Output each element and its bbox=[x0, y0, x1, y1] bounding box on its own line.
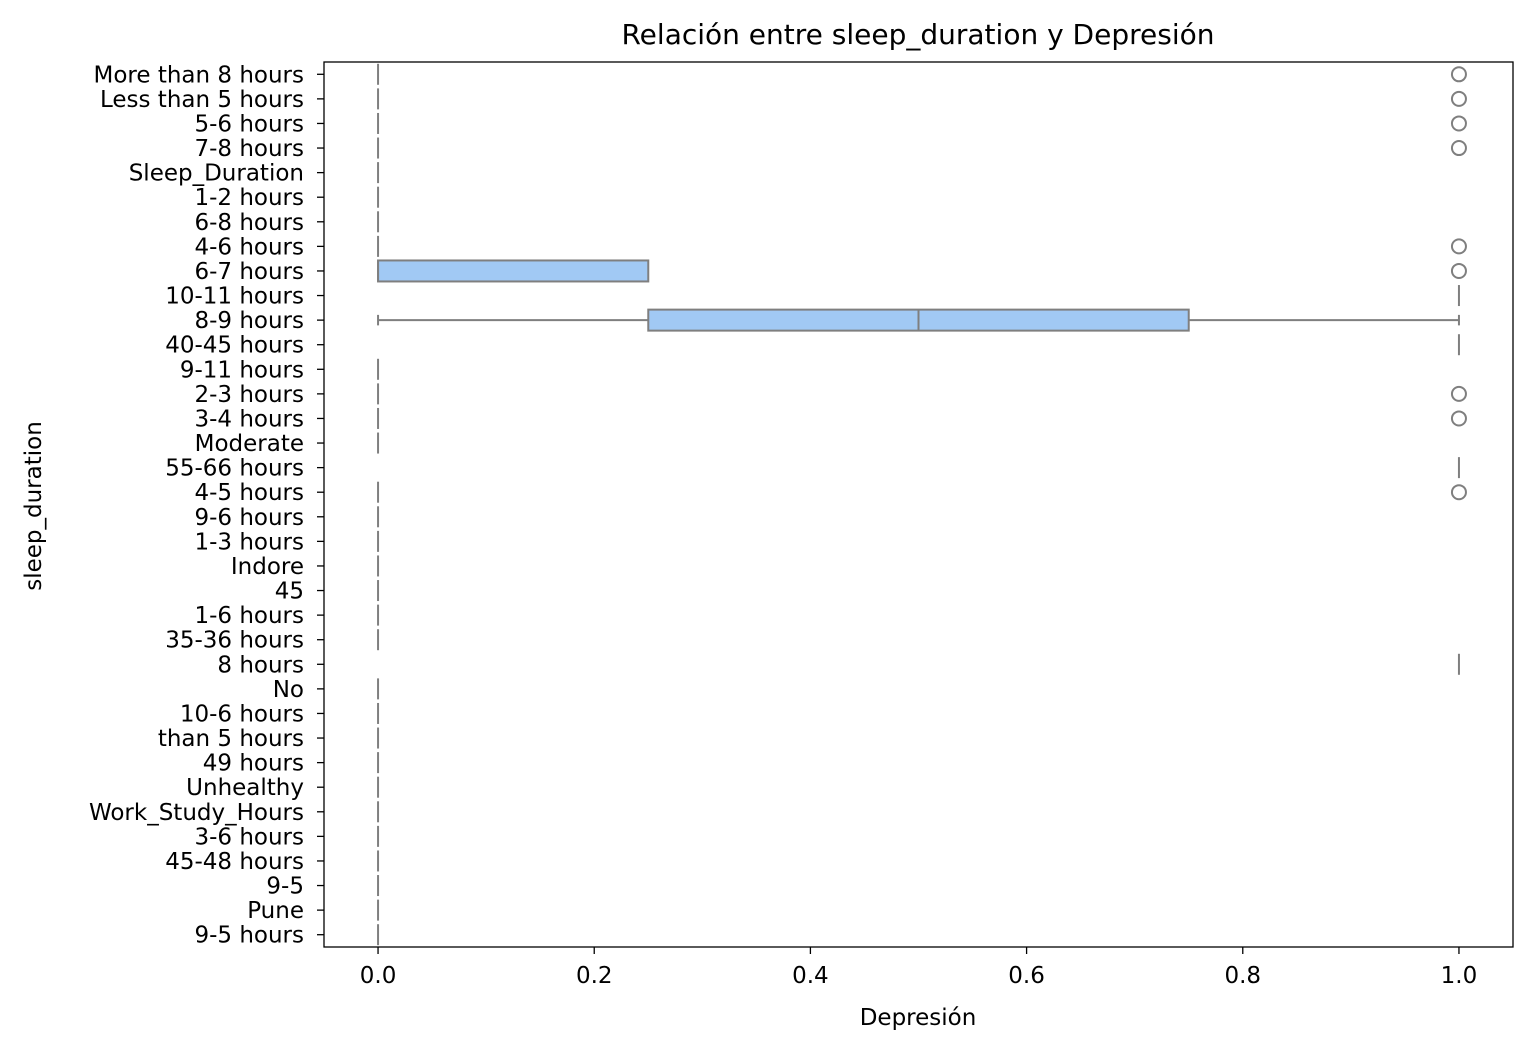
x-tick-label: 0.8 bbox=[1224, 963, 1261, 989]
x-tick-label: 0.6 bbox=[1008, 963, 1045, 989]
y-tick-label: 10-11 hours bbox=[165, 284, 304, 310]
x-tick-label: 1.0 bbox=[1441, 963, 1478, 989]
axes-frame bbox=[323, 61, 1514, 948]
y-tick-label: 5-6 hours bbox=[194, 111, 304, 137]
y-tick-label: 9-5 bbox=[266, 874, 304, 900]
y-tick-label: No bbox=[273, 677, 304, 703]
outlier-point bbox=[1450, 115, 1467, 132]
y-tick-label: 1-3 hours bbox=[194, 529, 304, 555]
y-tick-label: 40-45 hours bbox=[165, 333, 304, 359]
y-axis-label: sleep_duration bbox=[21, 421, 47, 591]
outlier-point bbox=[1450, 484, 1467, 501]
outlier-point bbox=[1450, 385, 1467, 402]
y-tick-label: 9-5 hours bbox=[194, 923, 304, 949]
y-tick-label: 8-9 hours bbox=[194, 308, 304, 334]
y-tick-label: Work_Study_Hours bbox=[89, 800, 304, 826]
outlier-point bbox=[1450, 66, 1467, 83]
outlier-point bbox=[1450, 90, 1467, 107]
box-group bbox=[377, 383, 1467, 405]
y-tick-label: Sleep_Duration bbox=[129, 161, 304, 187]
y-tick-label: 6-8 hours bbox=[194, 210, 304, 236]
y-tick-label: 4-5 hours bbox=[194, 480, 304, 506]
box-group bbox=[377, 137, 1467, 159]
y-tick-label: Pune bbox=[247, 898, 304, 924]
y-tick-label: 4-6 hours bbox=[194, 234, 304, 260]
outlier-point bbox=[1450, 410, 1467, 427]
plot-area bbox=[377, 63, 1467, 946]
outlier-point bbox=[1450, 238, 1467, 255]
y-tick-label: 49 hours bbox=[203, 751, 304, 777]
y-tick-label: 45 bbox=[275, 579, 304, 605]
y-tick-label: 3-6 hours bbox=[194, 824, 304, 850]
y-tick-label: than 5 hours bbox=[158, 726, 304, 752]
y-tick-label: 1-2 hours bbox=[194, 185, 304, 211]
y-tick-label: Less than 5 hours bbox=[100, 87, 304, 113]
y-tick-label: 2-3 hours bbox=[194, 382, 304, 408]
y-tick-label: 1-6 hours bbox=[194, 603, 304, 629]
y-tick-label: 3-4 hours bbox=[194, 406, 304, 432]
y-tick-label: 9-11 hours bbox=[180, 357, 304, 383]
x-axis-label: Depresión bbox=[860, 1005, 977, 1031]
y-tick-label: Unhealthy bbox=[186, 775, 304, 801]
y-tick-label: 7-8 hours bbox=[194, 136, 304, 162]
outlier-point bbox=[1450, 262, 1467, 279]
y-tick-label: 9-6 hours bbox=[194, 505, 304, 531]
x-tick-label: 0.0 bbox=[360, 963, 397, 989]
y-tick-label: Moderate bbox=[195, 431, 304, 457]
x-axis: 0.0 0.2 0.4 0.6 0.8 1.0 bbox=[360, 947, 1477, 989]
y-tick-label: 35-36 hours bbox=[165, 628, 304, 654]
box-group bbox=[377, 407, 1467, 429]
iqr-box bbox=[377, 259, 650, 283]
chart-title: Relación entre sleep_duration y Depresió… bbox=[621, 18, 1214, 51]
y-tick-label: 8 hours bbox=[217, 652, 304, 678]
x-tick-label: 0.2 bbox=[576, 963, 613, 989]
y-tick-label: 6-7 hours bbox=[194, 259, 304, 285]
y-tick-label: 10-6 hours bbox=[180, 701, 304, 727]
box-group bbox=[377, 235, 1467, 257]
y-tick-label: 45-48 hours bbox=[165, 849, 304, 875]
box-group bbox=[377, 481, 1467, 503]
y-tick-label: Indore bbox=[231, 554, 304, 580]
box-group bbox=[377, 88, 1467, 110]
box-group bbox=[377, 308, 1460, 332]
box-group bbox=[377, 259, 1467, 283]
y-tick-label: 55-66 hours bbox=[165, 456, 304, 482]
y-tick-label: More than 8 hours bbox=[93, 62, 304, 88]
box-group bbox=[377, 63, 1467, 85]
box-group bbox=[377, 112, 1467, 134]
outlier-point bbox=[1450, 140, 1467, 157]
x-tick-label: 0.4 bbox=[792, 963, 829, 989]
